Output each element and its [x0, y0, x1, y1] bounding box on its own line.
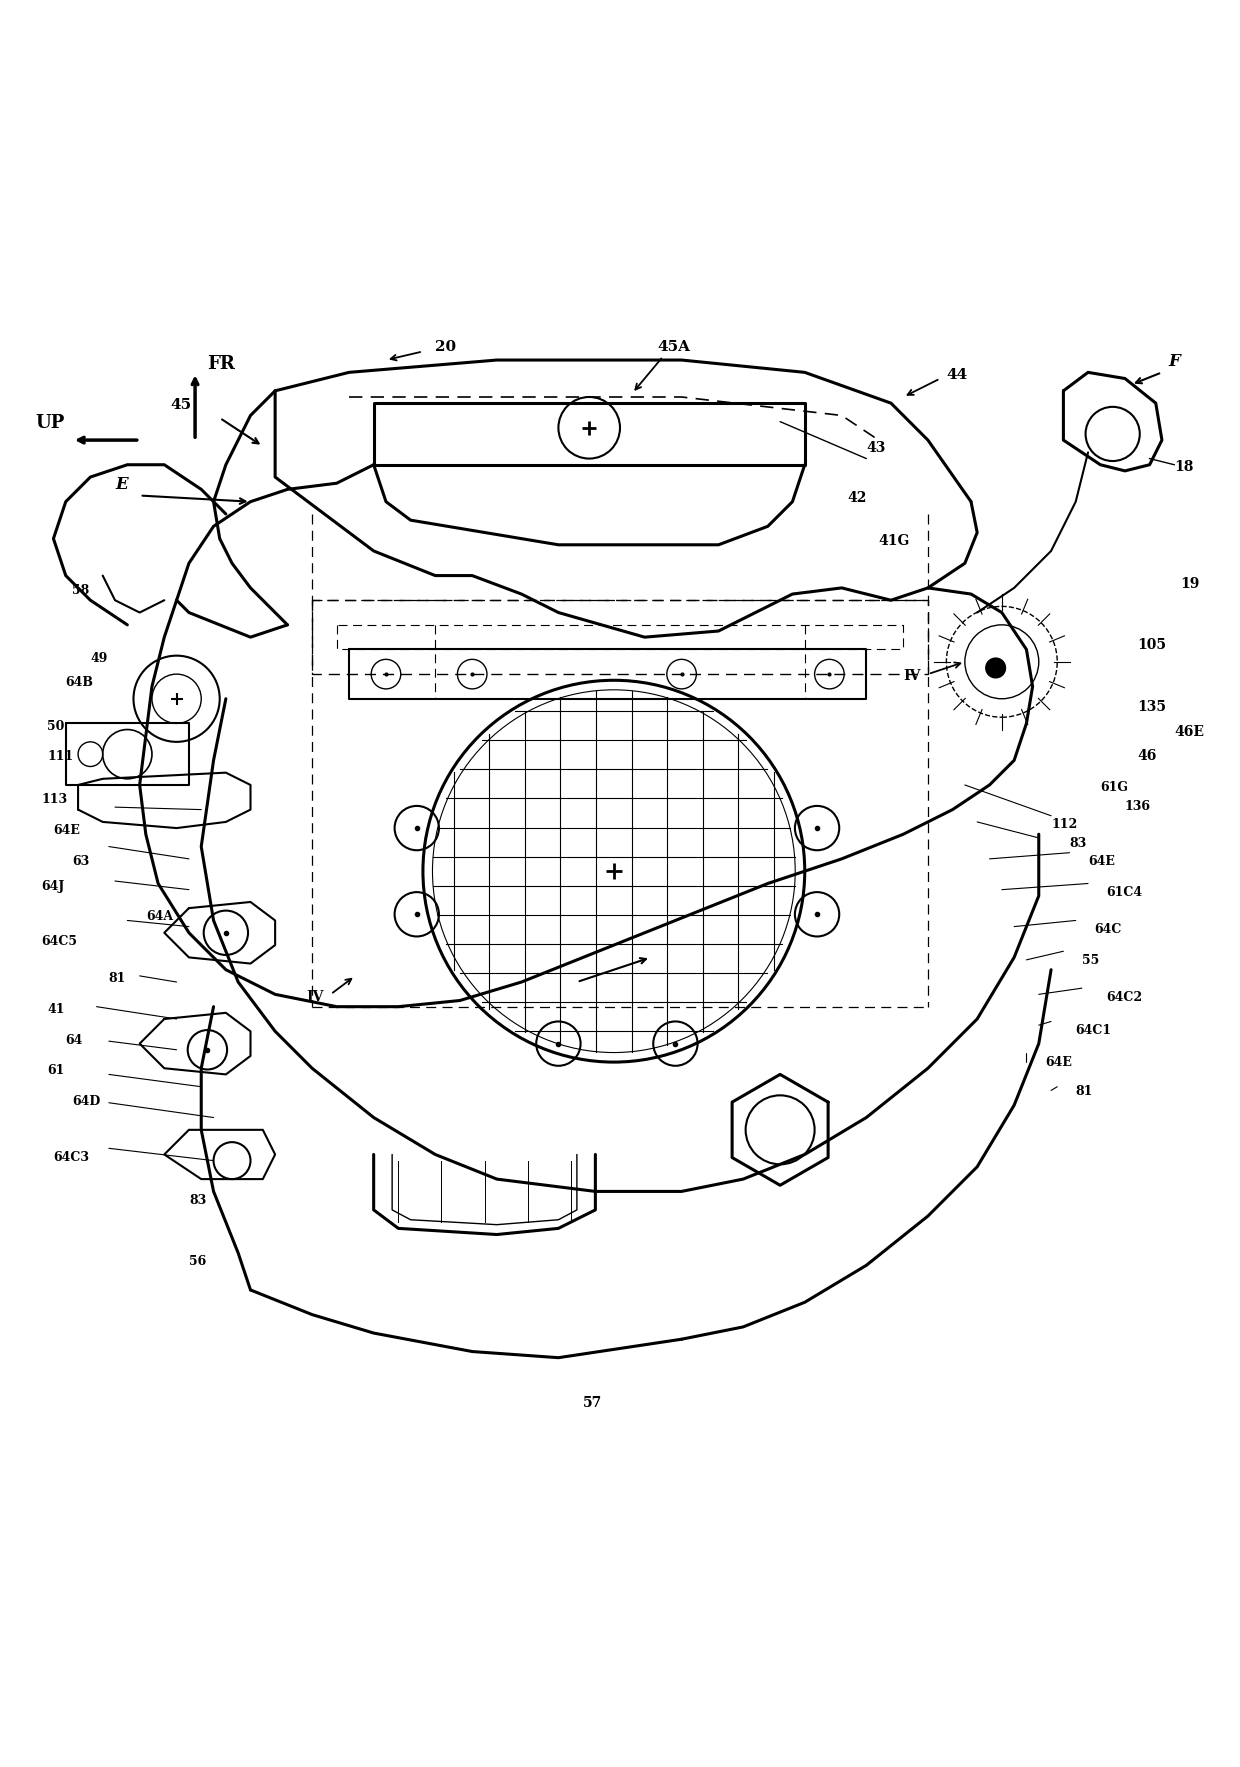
Text: 64C2: 64C2	[1106, 991, 1142, 1004]
Text: 64E: 64E	[1087, 855, 1115, 868]
Text: 64J: 64J	[41, 880, 64, 892]
Text: 45A: 45A	[657, 341, 689, 355]
Text: 20: 20	[435, 341, 456, 355]
Text: 64B: 64B	[66, 677, 94, 689]
Text: UP: UP	[35, 413, 64, 431]
Text: 81: 81	[1076, 1085, 1094, 1099]
Text: 136: 136	[1125, 800, 1151, 813]
Text: 64: 64	[66, 1034, 83, 1046]
Text: 111: 111	[47, 751, 73, 763]
Text: 64E: 64E	[53, 823, 81, 838]
Text: 135: 135	[1137, 700, 1167, 714]
Text: 58: 58	[72, 585, 89, 597]
Text: 61C4: 61C4	[1106, 885, 1142, 899]
Text: 64E: 64E	[1045, 1057, 1071, 1069]
Text: 105: 105	[1137, 638, 1167, 652]
Text: 61G: 61G	[1100, 781, 1128, 793]
Text: IV: IV	[903, 670, 920, 684]
Text: 46: 46	[1137, 749, 1157, 763]
Text: 113: 113	[41, 793, 67, 806]
Text: 50: 50	[47, 719, 64, 733]
Text: 81: 81	[109, 972, 126, 984]
Text: 61: 61	[47, 1064, 64, 1078]
Text: 64A: 64A	[146, 910, 172, 924]
Text: FR: FR	[207, 355, 236, 373]
Text: E: E	[115, 477, 128, 493]
Text: 41G: 41G	[879, 534, 910, 548]
Text: 49: 49	[91, 652, 108, 664]
Text: 64C: 64C	[1094, 922, 1121, 937]
Text: 64C1: 64C1	[1076, 1023, 1112, 1037]
Text: 64C5: 64C5	[41, 935, 77, 949]
Text: 41: 41	[47, 1004, 64, 1016]
Text: 42: 42	[848, 491, 867, 505]
Text: F: F	[1168, 353, 1179, 371]
Text: 46E: 46E	[1174, 724, 1204, 739]
Text: 44: 44	[946, 368, 967, 382]
Text: IV: IV	[306, 990, 324, 1004]
Text: 112: 112	[1052, 818, 1078, 830]
Text: 18: 18	[1174, 459, 1194, 474]
Text: 43: 43	[867, 442, 885, 456]
Text: 19: 19	[1180, 576, 1200, 590]
Text: 45: 45	[170, 398, 191, 412]
Text: 83: 83	[188, 1194, 206, 1207]
Text: 64D: 64D	[72, 1096, 100, 1108]
Circle shape	[986, 657, 1006, 679]
Text: 55: 55	[1081, 954, 1099, 967]
Text: 63: 63	[72, 855, 89, 868]
Text: 57: 57	[583, 1396, 603, 1410]
Text: 83: 83	[1070, 836, 1086, 850]
Text: 56: 56	[188, 1255, 206, 1269]
Text: 64C3: 64C3	[53, 1150, 89, 1164]
